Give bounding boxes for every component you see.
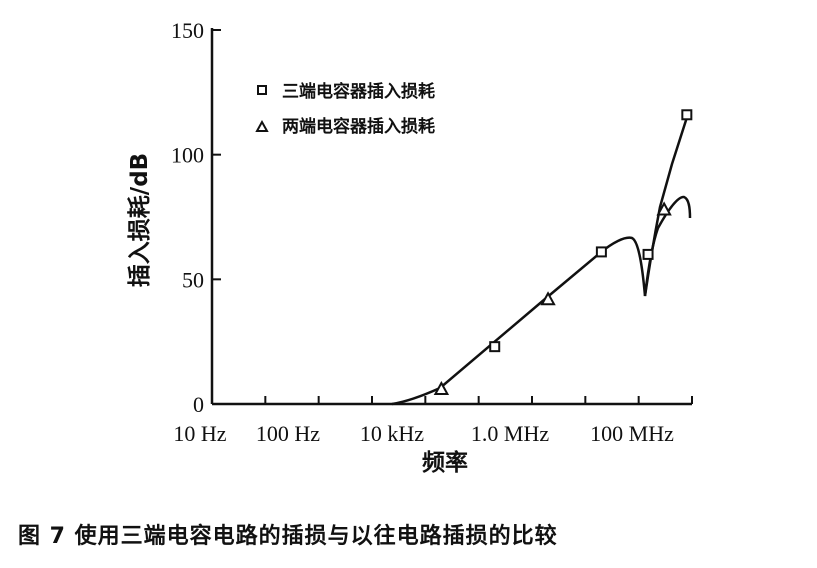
legend: 三端电容器插入损耗 两端电容器插入损耗 — [255, 81, 435, 137]
axes — [210, 28, 692, 406]
legend-triangle-marker — [255, 119, 269, 132]
x-ticks: 10 Hz 100 Hz 10 kHz 1.0 MHz 100 MHz — [173, 396, 693, 446]
y-axis-title: 插入损耗/dB — [127, 153, 153, 287]
y-tick-label: 100 — [171, 143, 204, 168]
legend-label-three-terminal: 三端电容器插入损耗 — [282, 81, 435, 102]
y-tick-label: 150 — [171, 18, 204, 43]
legend-square-marker — [257, 85, 267, 95]
figure-caption: 图 7 使用三端电容电路的插损与以往电路插损的比较 — [18, 524, 558, 549]
two-terminal-point — [433, 380, 450, 396]
insertion-loss-chart: 0 50 100 150 10 Hz 100 Hz 10 kHz 1.0 MHz 100 MH… — [127, 18, 693, 476]
three-terminal-point — [642, 248, 654, 260]
legend-label-two-terminal: 两端电容器插入损耗 — [282, 116, 435, 137]
x-tick-label: 10 Hz — [173, 421, 226, 446]
two-terminal-point — [540, 291, 556, 306]
three-terminal-point — [681, 109, 693, 121]
x-axis-title: 频率 — [422, 449, 468, 476]
x-tick-label: 10 kHz — [360, 421, 424, 446]
y-tick-label: 0 — [193, 392, 204, 417]
two-terminal-curve — [391, 195, 692, 406]
markers — [433, 109, 693, 396]
three-terminal-curve — [643, 113, 690, 297]
y-ticks: 0 50 100 150 — [171, 18, 221, 417]
three-terminal-point — [595, 246, 607, 258]
y-tick-label: 50 — [182, 267, 204, 292]
x-tick-label: 100 Hz — [256, 421, 320, 446]
two-terminal-point — [656, 201, 672, 216]
x-tick-label: 1.0 MHz — [471, 421, 549, 446]
three-terminal-point — [489, 341, 501, 353]
x-tick-label: 100 MHz — [590, 421, 674, 446]
